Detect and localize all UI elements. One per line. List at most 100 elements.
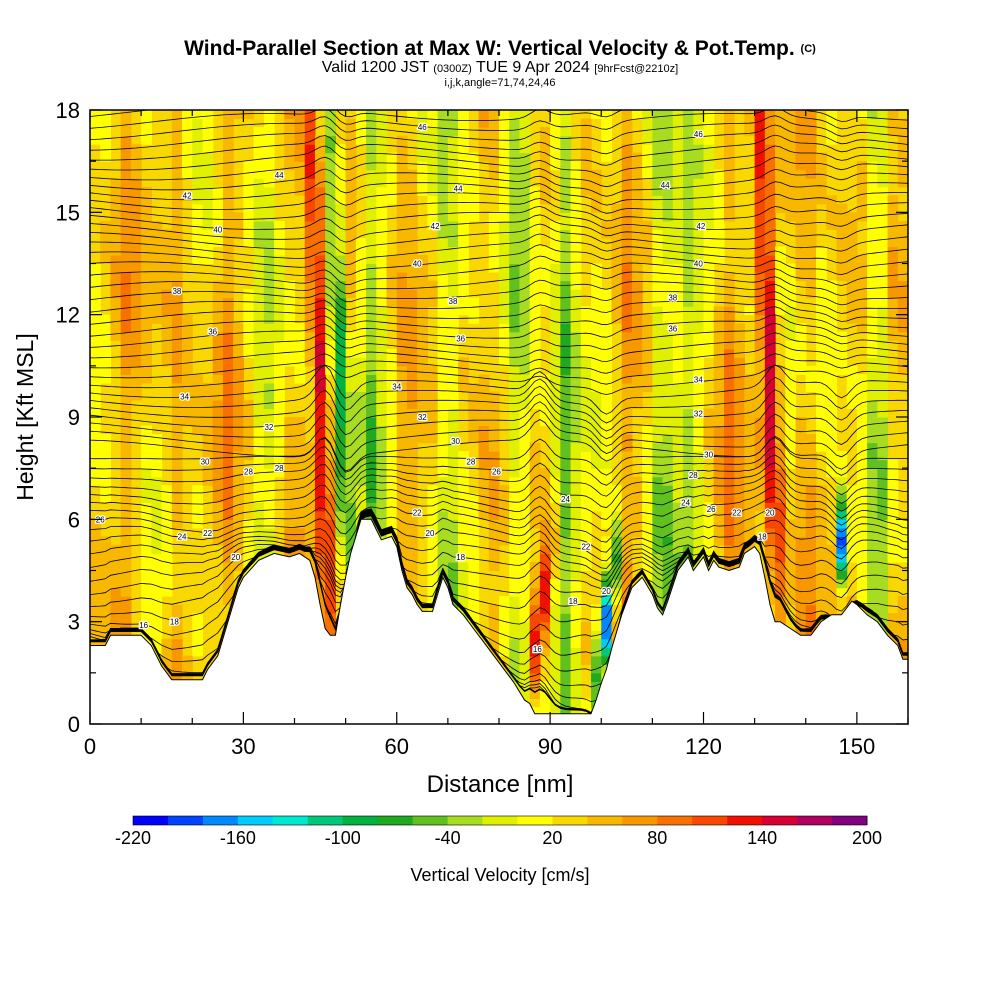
field-cell [90,425,101,435]
field-cell [274,399,285,410]
field-cell [856,476,868,486]
field-cell [202,237,214,248]
field-cell [713,237,725,248]
field-cell [304,135,316,145]
field-cell [887,536,899,546]
field-cell [499,254,510,265]
field-cell [764,297,776,307]
field-cell [805,476,817,486]
field-cell [631,280,643,290]
field-cell [836,553,848,563]
field-cell [560,263,572,273]
field-cell [693,451,705,461]
field-cell [335,493,347,503]
field-cell [509,178,521,188]
field-cell [314,212,326,222]
field-cell [642,476,653,486]
field-cell [100,442,112,452]
field-cell [222,297,234,307]
field-cell [417,152,429,162]
field-cell [253,144,265,154]
field-cell [284,110,296,120]
field-cell [897,152,908,162]
field-cell [683,519,694,529]
theta-contour-label: 42 [183,191,192,200]
field-cell [335,476,347,486]
field-cell [734,468,745,478]
field-cell [805,212,817,222]
field-cell [100,536,112,546]
field-cell [488,220,500,230]
field-cell [529,280,541,290]
field-cell [222,272,234,282]
field-cell [550,417,561,427]
field-cell [754,152,766,162]
field-cell [662,476,674,486]
field-cell [509,587,521,597]
field-cell [447,399,459,410]
field-cell [253,365,265,375]
field-cell [284,434,296,444]
field-cell [601,561,613,572]
field-cell [621,357,633,367]
field-cell [284,510,296,520]
field-cell [539,493,551,503]
field-cell [795,186,807,196]
field-cell [815,570,827,580]
field-cell [631,289,643,299]
field-cell [314,135,326,145]
field-cell [325,536,336,546]
field-cell [355,289,367,299]
terrain-mask [89,518,909,725]
field-cell [274,434,285,444]
field-cell [621,579,633,589]
field-cell [795,365,807,375]
field-cell [386,399,398,410]
field-cell [683,118,694,128]
field-cell [366,348,377,358]
field-cell [335,229,347,239]
field-cell [345,161,357,171]
field-cell [539,382,551,393]
field-cell [222,212,234,222]
field-cell [693,468,705,478]
field-cell [447,263,459,273]
field-cell [222,544,234,555]
field-cell [754,408,766,418]
field-cell [856,374,868,384]
field-cell [141,510,152,520]
field-cell [335,340,347,350]
field-cell [274,468,285,478]
field-cell [141,434,152,444]
field-cell [345,229,357,239]
field-cell [151,544,163,555]
field-cell [151,561,163,572]
field-cell [417,357,429,367]
field-cell [519,374,531,384]
field-cell [621,135,633,145]
field-cell [734,544,745,555]
field-cell [550,664,561,674]
field-cell [539,527,551,537]
field-cell [846,596,858,606]
field-cell [325,348,336,358]
field-cell [703,323,715,333]
field-cell [877,434,889,444]
field-cell [284,135,296,145]
field-cell [141,459,152,469]
field-cell [897,365,908,375]
field-cell [815,502,827,512]
field-cell [754,144,766,154]
field-cell [120,510,132,520]
field-cell [274,391,285,401]
field-cell [764,118,776,128]
field-cell [867,451,878,461]
field-cell [458,135,469,145]
field-cell [509,468,521,478]
field-cell [611,544,623,555]
field-cell [805,553,817,563]
field-cell [488,118,500,128]
field-cell [90,638,101,648]
field-cell [805,195,817,205]
field-cell [386,254,398,265]
